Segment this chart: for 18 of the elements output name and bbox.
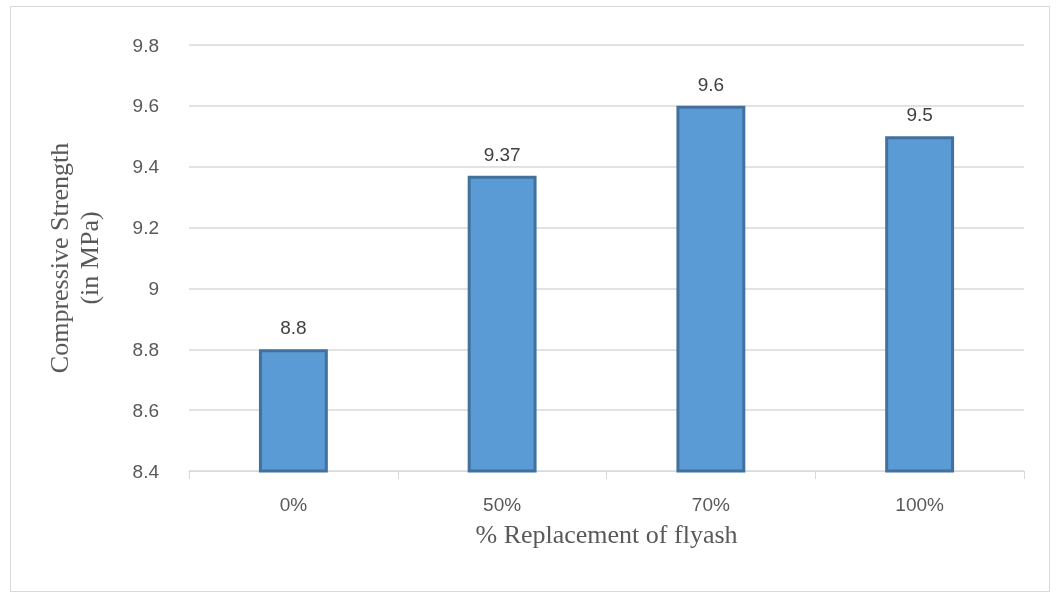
data-label: 8.8 bbox=[280, 317, 307, 339]
y-tick-label: 9.6 bbox=[132, 95, 159, 117]
y-axis-title: Compressive Strength (in MPa) bbox=[44, 142, 104, 374]
x-tick-label: 100% bbox=[895, 494, 945, 515]
y-tick-label: 9 bbox=[148, 277, 159, 299]
data-label: 9.6 bbox=[697, 73, 725, 95]
data-label: 9.37 bbox=[483, 143, 521, 165]
y-tick-label: 9.2 bbox=[132, 217, 159, 239]
data-label: 9.5 bbox=[906, 104, 933, 126]
y-tick-label: 8.4 bbox=[132, 460, 160, 482]
y-tick-label: 8.8 bbox=[132, 338, 159, 360]
x-tick-label: 0% bbox=[279, 494, 308, 515]
y-tick-label: 9.8 bbox=[132, 34, 159, 56]
y-tick-label: 9.4 bbox=[132, 156, 160, 178]
x-tick-label: 50% bbox=[483, 494, 522, 515]
y-tick-label: 8.6 bbox=[132, 399, 159, 421]
x-tick-label: 70% bbox=[691, 494, 730, 515]
x-axis-title: % Replacement of flyash bbox=[475, 519, 738, 549]
